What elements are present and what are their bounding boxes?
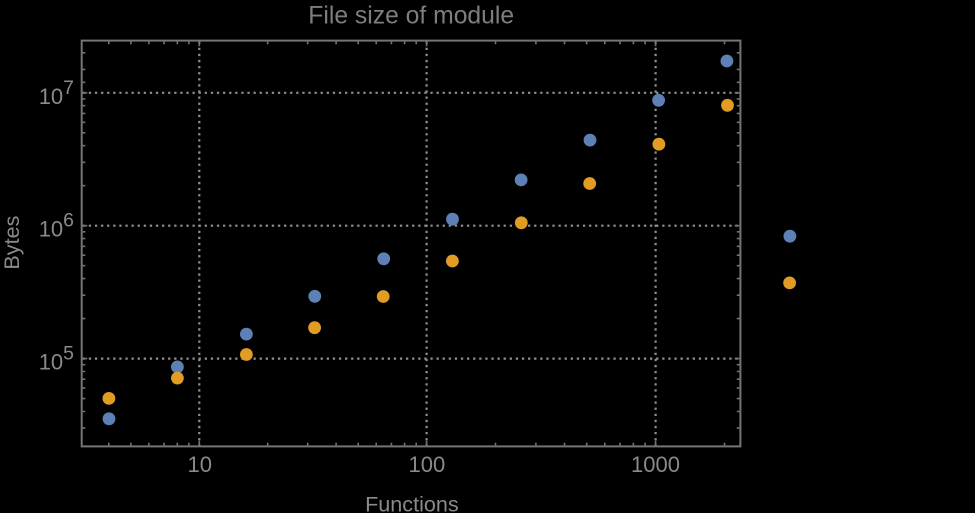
svg-text:1000: 1000 <box>631 452 680 477</box>
svg-text:Functions: Functions <box>365 492 459 513</box>
svg-text:File size of module: File size of module <box>308 3 514 30</box>
svg-text:10: 10 <box>187 452 211 477</box>
svg-text:100: 100 <box>409 452 446 477</box>
svg-text:Bytes: Bytes <box>0 215 24 269</box>
